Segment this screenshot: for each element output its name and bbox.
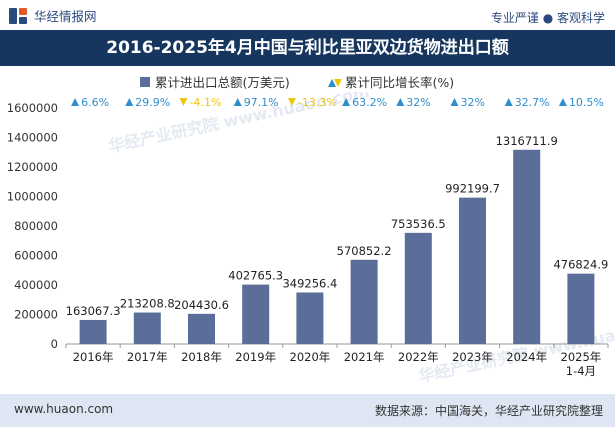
legend-bar-swatch [140, 76, 150, 87]
x-tick-label: 2018年 [181, 350, 222, 364]
growth-up-marker [504, 98, 513, 106]
growth-rate-label: 32% [406, 96, 430, 109]
growth-rate-label: 10.5% [569, 96, 604, 109]
brand-tagline: 专业严谨 ● 客观科学 [490, 11, 605, 25]
bar [242, 284, 270, 344]
bar-value-label: 204430.6 [174, 298, 229, 312]
growth-rate-label: 97.1% [244, 96, 279, 109]
bar-value-label: 476824.9 [553, 258, 608, 272]
x-tick-label: 2017年 [127, 350, 168, 364]
x-tick-label: 2020年 [290, 350, 331, 364]
legend-item-bars: 累计进出口总额(万美元) [140, 72, 290, 91]
growth-up-marker [396, 98, 405, 106]
footer: www.huaon.com 数据来源：中国海关，华经产业研究院整理 [0, 394, 615, 427]
huajing-logo-icon [9, 7, 27, 24]
growth-up-marker [71, 98, 80, 106]
bar [296, 292, 324, 344]
growth-up-marker [558, 98, 567, 106]
bar-value-label: 213208.8 [120, 297, 175, 311]
top-bar: 华经情报网 专业严谨 ● 客观科学 [0, 0, 615, 30]
legend-item-growth: 累计同比增长率(%) [328, 72, 454, 91]
growth-rate-label: 32.7% [515, 96, 550, 109]
legend-growth-label: 累计同比增长率(%) [345, 75, 455, 90]
growth-rate-label: -13.3% [298, 96, 337, 109]
x-tick-label: 2016年 [73, 350, 114, 364]
legend-bar-label: 累计进出口总额(万美元) [155, 75, 290, 90]
bar [459, 197, 486, 344]
growth-up-marker [125, 98, 134, 106]
y-tick-label: 800000 [14, 219, 58, 233]
growth-down-marker [179, 98, 188, 106]
growth-down-marker [287, 98, 296, 106]
bar [79, 319, 107, 344]
x-tick-label: 2021年 [344, 350, 385, 364]
chart-legend: 累计进出口总额(万美元) 累计同比增长率(%) [0, 72, 615, 92]
y-tick-label: 1000000 [7, 190, 58, 204]
bar-value-label: 349256.4 [282, 276, 337, 290]
y-tick-label: 600000 [14, 249, 58, 263]
growth-up-marker [342, 98, 351, 106]
y-tick-label: 1400000 [7, 131, 58, 145]
bar [513, 149, 541, 344]
growth-up-marker [233, 98, 242, 106]
growth-rate-label: 6.6% [81, 96, 109, 109]
bar-value-label: 163067.3 [66, 304, 121, 318]
growth-rate-label: 32% [461, 96, 485, 109]
bar [567, 273, 595, 344]
bar [350, 259, 378, 344]
bar [188, 313, 215, 344]
bar-value-label: 753536.5 [391, 217, 446, 231]
bar-value-label: 992199.7 [445, 182, 500, 196]
brand-name: 华经情报网 [34, 9, 97, 24]
bar [404, 232, 432, 344]
x-tick-label: 2023年 [452, 350, 493, 364]
bar [133, 312, 161, 344]
chart-title: 2016-2025年4月中国与利比里亚双边货物进出口额 [0, 30, 615, 66]
growth-rate-label: 63.2% [352, 96, 387, 109]
y-tick-label: 1200000 [7, 160, 58, 174]
bar-value-label: 1316711.9 [496, 134, 558, 148]
x-tick-label: 2022年 [398, 350, 439, 364]
y-tick-label: 1600000 [7, 101, 58, 115]
footer-source: 数据来源：中国海关，华经产业研究院整理 [374, 404, 603, 418]
brand[interactable]: 华经情报网 [8, 6, 97, 25]
x-tick-label: 2019年 [235, 350, 276, 364]
growth-rate-label: -4.1% [190, 96, 222, 109]
growth-rate-label: 29.9% [135, 96, 170, 109]
y-tick-label: 0 [51, 337, 58, 351]
up-down-triangle-icon [328, 78, 342, 87]
bar-value-label: 570852.2 [337, 244, 392, 258]
bar-value-label: 402765.3 [228, 269, 283, 283]
growth-up-marker [450, 98, 459, 106]
y-tick-label: 400000 [14, 278, 58, 292]
x-tick-label: 2025年 [561, 350, 602, 364]
x-tick-label: 1-4月 [566, 364, 596, 378]
footer-url[interactable]: www.huaon.com [14, 402, 114, 416]
x-tick-label: 2024年 [506, 350, 547, 364]
y-tick-label: 200000 [14, 308, 58, 322]
